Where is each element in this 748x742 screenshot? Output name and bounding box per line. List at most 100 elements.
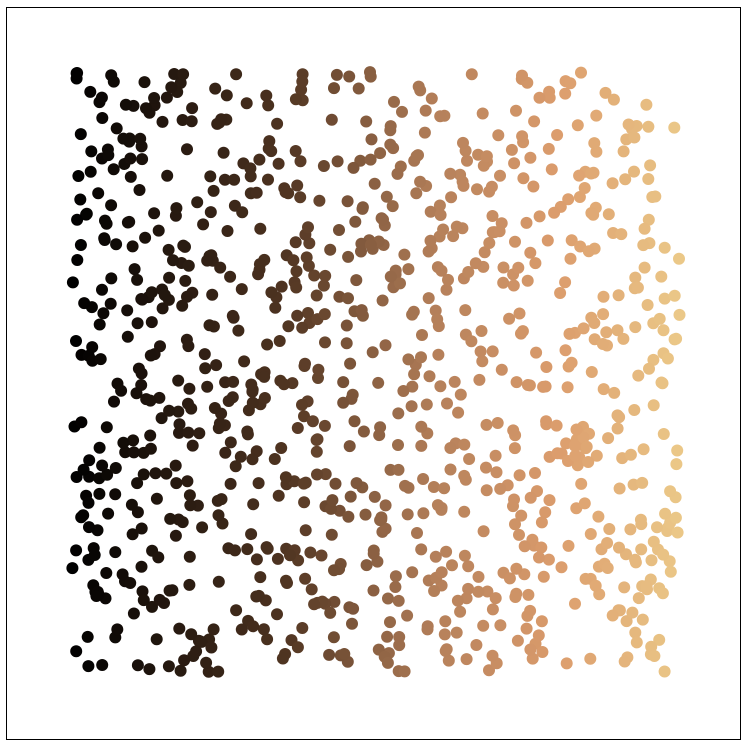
scatter-point bbox=[647, 535, 660, 548]
scatter-point bbox=[212, 575, 225, 588]
scatter-point bbox=[415, 543, 428, 556]
scatter-point bbox=[337, 396, 350, 409]
scatter-point bbox=[465, 335, 478, 348]
scatter-point bbox=[597, 308, 610, 321]
scatter-point bbox=[440, 545, 453, 558]
scatter-point bbox=[636, 476, 649, 489]
scatter-point bbox=[240, 97, 253, 110]
scatter-point bbox=[131, 659, 144, 672]
scatter-point bbox=[658, 241, 671, 254]
scatter-point bbox=[342, 292, 354, 305]
scatter-point bbox=[452, 406, 465, 419]
scatter-point bbox=[658, 292, 671, 305]
scatter-point bbox=[275, 280, 288, 293]
scatter-point bbox=[486, 210, 499, 222]
scatter-point bbox=[152, 551, 165, 564]
scatter-point bbox=[186, 439, 199, 452]
scatter-point bbox=[101, 468, 114, 481]
scatter-point bbox=[105, 272, 118, 285]
scatter-point bbox=[477, 159, 490, 172]
scatter-point bbox=[462, 560, 475, 573]
scatter-point bbox=[550, 419, 563, 432]
scatter-point bbox=[485, 180, 498, 193]
scatter-point bbox=[261, 338, 274, 351]
scatter-point bbox=[174, 664, 187, 677]
scatter-point bbox=[173, 418, 186, 431]
scatter-point bbox=[517, 172, 530, 185]
scatter-point bbox=[441, 397, 453, 410]
scatter-point bbox=[622, 118, 635, 131]
scatter-point bbox=[513, 528, 525, 541]
scatter-point bbox=[170, 202, 183, 215]
scatter-point bbox=[577, 431, 590, 444]
scatter-point bbox=[368, 177, 381, 190]
scatter-point bbox=[327, 631, 340, 644]
scatter-point bbox=[571, 119, 584, 132]
scatter-point bbox=[347, 602, 360, 615]
scatter-point bbox=[540, 361, 553, 373]
scatter-point bbox=[100, 567, 113, 579]
scatter-point bbox=[279, 186, 292, 199]
scatter-point bbox=[457, 179, 470, 192]
scatter-point bbox=[434, 209, 447, 221]
scatter-point bbox=[272, 157, 285, 170]
scatter-point bbox=[100, 421, 113, 434]
scatter-point bbox=[492, 129, 505, 142]
scatter-point bbox=[388, 95, 400, 108]
scatter-point bbox=[236, 206, 249, 219]
scatter-point bbox=[98, 234, 111, 246]
scatter-point bbox=[214, 261, 227, 274]
scatter-point bbox=[435, 264, 448, 277]
scatter-point bbox=[444, 167, 457, 180]
scatter-point bbox=[250, 186, 263, 199]
scatter-point bbox=[417, 507, 430, 520]
scatter-point bbox=[527, 180, 540, 193]
scatter-point bbox=[629, 271, 642, 284]
scatter-point bbox=[338, 648, 351, 660]
scatter-point bbox=[310, 445, 323, 458]
scatter-point bbox=[235, 283, 248, 296]
scatter-point bbox=[529, 257, 542, 270]
scatter-point bbox=[312, 363, 325, 376]
scatter-point bbox=[419, 104, 432, 117]
scatter-point bbox=[153, 391, 166, 404]
scatter-point bbox=[262, 99, 275, 112]
scatter-point bbox=[432, 348, 445, 361]
scatter-point bbox=[105, 69, 118, 82]
scatter-point bbox=[160, 467, 173, 480]
scatter-point bbox=[144, 442, 157, 455]
scatter-point bbox=[620, 615, 633, 628]
scatter-point bbox=[476, 107, 489, 120]
scatter-point bbox=[384, 124, 397, 137]
scatter-point bbox=[476, 355, 489, 368]
scatter-point bbox=[183, 489, 196, 502]
scatter-point bbox=[516, 325, 529, 338]
scatter-point bbox=[74, 128, 87, 141]
scatter-point bbox=[163, 584, 176, 597]
scatter-point bbox=[564, 77, 577, 90]
scatter-point bbox=[331, 155, 344, 168]
scatter-point bbox=[305, 583, 318, 596]
scatter-point bbox=[508, 157, 521, 170]
scatter-point bbox=[199, 362, 212, 375]
scatter-point bbox=[596, 338, 609, 350]
scatter-point bbox=[245, 378, 258, 391]
scatter-point bbox=[573, 191, 586, 203]
scatter-point bbox=[318, 419, 331, 432]
scatter-point bbox=[521, 609, 534, 622]
scatter-point bbox=[427, 481, 440, 493]
scatter-point bbox=[343, 440, 356, 453]
scatter-point bbox=[425, 92, 438, 105]
scatter-point bbox=[528, 115, 541, 128]
scatter-point bbox=[389, 581, 402, 593]
scatter-point bbox=[261, 633, 274, 646]
scatter-point bbox=[632, 369, 645, 382]
scatter-point bbox=[545, 163, 558, 176]
scatter-point bbox=[418, 126, 431, 139]
scatter-point bbox=[392, 407, 405, 420]
scatter-point bbox=[344, 357, 357, 370]
scatter-point bbox=[435, 566, 448, 579]
scatter-point bbox=[325, 113, 338, 126]
scatter-point bbox=[569, 449, 582, 462]
scatter-point bbox=[333, 224, 345, 236]
